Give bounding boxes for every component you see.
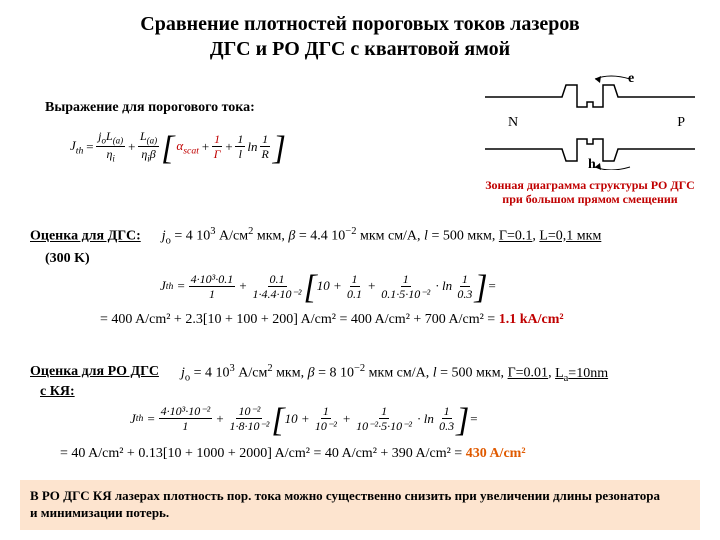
title-line2: ДГС и РО ДГС с квантовой ямой	[210, 38, 510, 60]
dgs-temp: (300 K)	[45, 251, 90, 266]
sub-th: th	[76, 145, 84, 156]
band-diagram: e h N P Зонная диаграмма структуры РО ДГ…	[480, 75, 700, 210]
conclusion-line2: и минимизации потерь.	[30, 505, 169, 520]
ln: ln	[247, 139, 257, 155]
label-e: e	[628, 71, 634, 87]
frac-3: 1 Γ	[212, 133, 223, 160]
dgs-calc: Jth = 4·10³·0.11 + 0.11·4.4·10⁻² [ 10 + …	[160, 273, 496, 300]
title-line1: Сравнение плотностей пороговых токов лаз…	[140, 13, 579, 35]
main-formula: Jth = joL(a) ηi + L(a) ηiβ [ αscat + 1 Γ…	[70, 130, 380, 164]
slide: Сравнение плотностей пороговых токов лаз…	[0, 0, 720, 540]
label-h: h	[588, 157, 596, 173]
plus1: +	[127, 139, 136, 155]
eq1: =	[85, 139, 94, 155]
frac-5: 1 R	[259, 133, 270, 160]
conclusion-line1: В РО ДГС КЯ лазерах плотность пор. тока …	[30, 488, 660, 503]
label-N: N	[508, 115, 518, 131]
ro-result: = 40 A/cm² + 0.13[10 + 1000 + 2000] A/cm…	[60, 446, 695, 462]
diagram-caption: Зонная диаграмма структуры РО ДГС при бо…	[480, 178, 700, 207]
conclusion-box: В РО ДГС КЯ лазерах плотность пор. тока …	[20, 480, 700, 530]
frac-2: L(a) ηiβ	[138, 130, 159, 164]
slide-title: Сравнение плотностей пороговых токов лаз…	[20, 12, 700, 62]
label-P: P	[677, 115, 685, 131]
ro-label-2: с КЯ:	[40, 384, 75, 399]
dgs-label: Оценка для ДГС:	[30, 229, 141, 244]
expression-label: Выражение для порогового тока:	[45, 100, 255, 116]
ro-calc: Jth = 4·10³·10⁻²1 + 10⁻²1·8·10⁻² [ 10 + …	[130, 405, 478, 432]
frac-4: 1 l	[235, 133, 245, 160]
dgs-result: = 400 A/cm² + 2.3[10 + 100 + 200] A/cm² …	[100, 312, 695, 328]
ro-label-1: Оценка для РО ДГС	[30, 364, 159, 379]
frac-1: joL(a) ηi	[96, 130, 125, 164]
dgs-section: Оценка для ДГС: jo = 4 103 А/см2 мкм, β …	[30, 225, 695, 328]
ro-section: Оценка для РО ДГС с КЯ: jo = 4 103 А/см2…	[30, 362, 695, 462]
